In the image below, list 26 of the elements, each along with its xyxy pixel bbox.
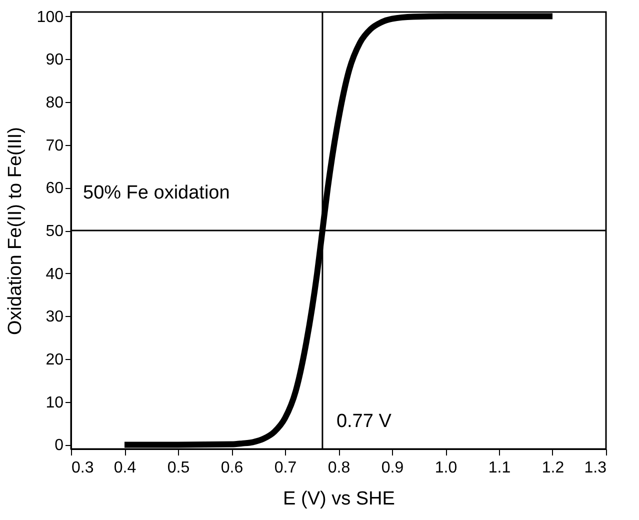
- x-tick-label: 1.3: [584, 460, 607, 476]
- x-tick-label: 0.5: [167, 460, 190, 476]
- x-tick-label: 1.1: [488, 460, 511, 476]
- y-tick-label: 40: [46, 266, 64, 283]
- x-tick-label: 0.8: [328, 460, 350, 476]
- y-tick-label: 20: [46, 352, 64, 369]
- x-tick-label: 0.9: [381, 460, 404, 476]
- x-tick-label: 0.4: [114, 460, 136, 476]
- y-tick-label: 50: [46, 223, 64, 240]
- y-tick-label: 90: [46, 52, 64, 69]
- y-tick-label: 30: [46, 308, 64, 326]
- y-tick-label: 70: [46, 137, 64, 154]
- y-tick-label: 60: [46, 180, 64, 198]
- y-tick-label: 80: [46, 94, 64, 112]
- x-tick-label: 0.7: [274, 460, 297, 476]
- ref-line-label: 0.77 V: [336, 411, 392, 432]
- y-tick-label: 10: [46, 394, 64, 412]
- ref-line-label: 50% Fe oxidation: [83, 182, 230, 204]
- x-tick-label: 1.2: [542, 460, 564, 476]
- y-tick-label: 0: [54, 437, 64, 454]
- y-tick-label: 100: [36, 8, 64, 26]
- y-axis-title: Oxidation Fe(II) to Fe(III): [4, 127, 26, 335]
- x-tick-label: 0.6: [220, 460, 244, 476]
- x-tick-label: 1.0: [434, 460, 458, 476]
- x-tick-label: 0.3: [72, 460, 94, 476]
- x-axis-title: E (V) vs SHE: [283, 488, 395, 510]
